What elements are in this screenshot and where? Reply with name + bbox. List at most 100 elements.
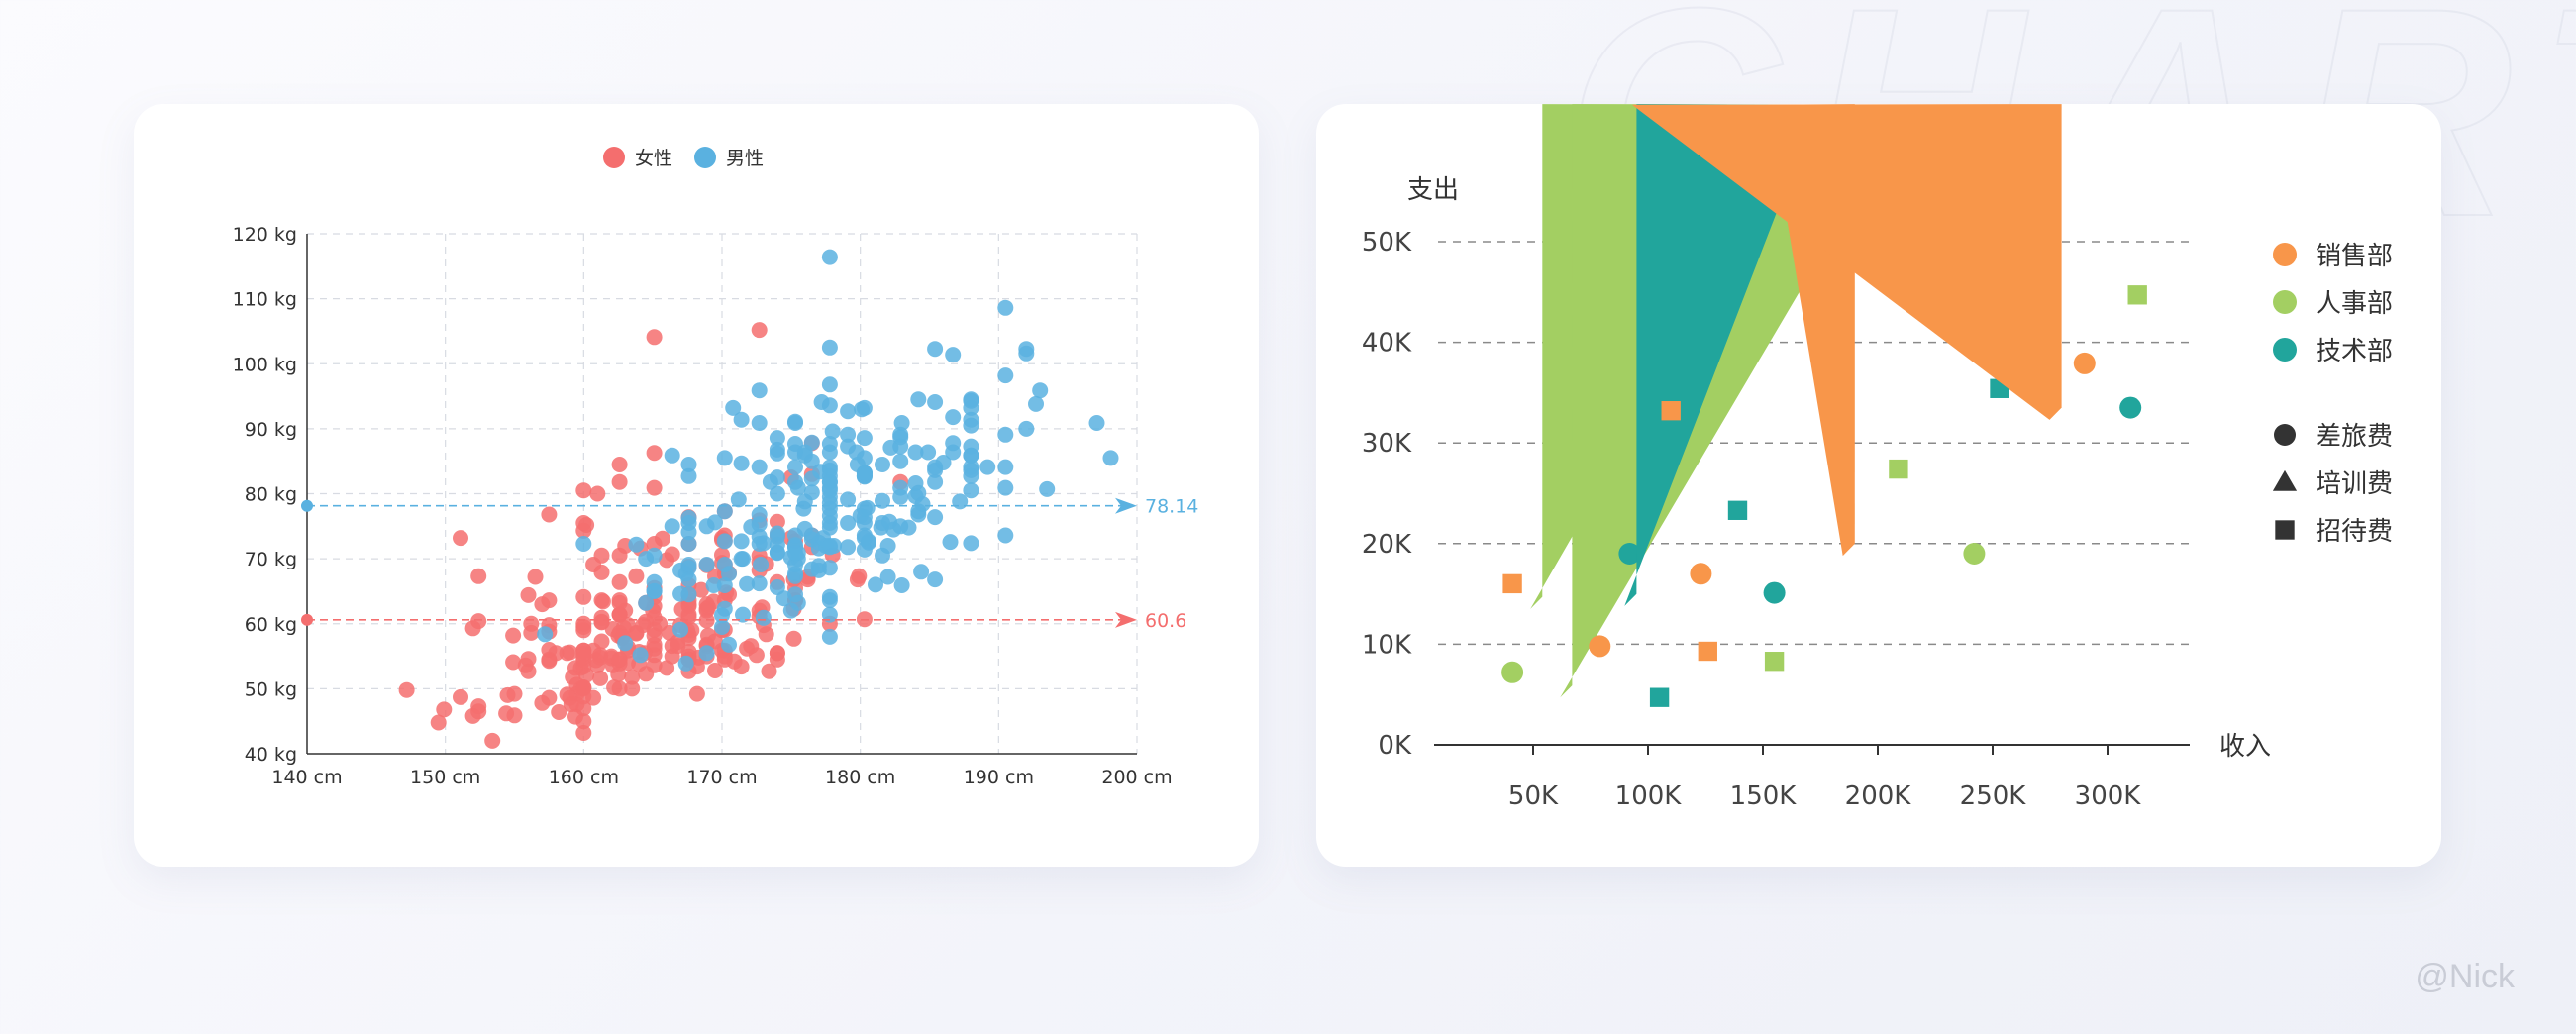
data-point xyxy=(927,394,944,410)
data-point xyxy=(484,732,501,749)
data-point xyxy=(769,441,785,458)
data-point xyxy=(856,430,873,447)
data-point xyxy=(646,547,663,564)
data-point xyxy=(910,484,927,501)
data-point xyxy=(1589,635,1611,658)
data-point xyxy=(664,447,680,464)
data-point xyxy=(1501,661,1524,683)
data-point xyxy=(769,513,785,530)
data-point xyxy=(672,621,689,638)
data-point xyxy=(541,651,558,668)
data-point xyxy=(688,685,705,702)
data-point xyxy=(2127,285,2147,305)
data-point xyxy=(787,586,803,603)
legend-marker xyxy=(2275,520,2295,540)
data-point xyxy=(1889,459,1908,479)
data-point xyxy=(840,539,857,556)
x-tick-label: 160 cm xyxy=(549,767,619,788)
data-point xyxy=(470,698,487,715)
data-point xyxy=(821,249,838,265)
data-point xyxy=(680,509,697,526)
data-point xyxy=(963,482,979,499)
data-point xyxy=(559,686,575,703)
data-point xyxy=(907,444,924,461)
data-point xyxy=(575,713,592,730)
legend-marker xyxy=(2273,290,2297,314)
data-point xyxy=(1698,641,1717,662)
x-tick-label: 200K xyxy=(1845,781,1912,811)
y-tick-label: 50 kg xyxy=(245,678,297,700)
y-tick-label: 50K xyxy=(1362,228,1412,258)
data-point xyxy=(716,503,733,520)
data-point xyxy=(505,627,522,644)
data-point xyxy=(769,545,785,562)
data-point xyxy=(927,473,944,490)
data-point xyxy=(787,444,803,461)
data-point xyxy=(646,445,663,462)
data-point xyxy=(910,391,927,408)
mean-line-arrow xyxy=(1115,497,1137,514)
data-point xyxy=(997,426,1014,443)
data-point xyxy=(436,701,453,718)
data-point xyxy=(716,600,733,617)
data-point xyxy=(735,606,751,623)
data-point xyxy=(632,647,649,664)
data-point xyxy=(693,581,709,598)
data-point xyxy=(787,545,803,562)
data-point xyxy=(664,546,680,563)
legend-label: 招待费 xyxy=(2316,517,2393,547)
y-tick-label: 90 kg xyxy=(245,419,297,441)
data-point xyxy=(892,438,909,455)
data-point xyxy=(646,573,663,590)
x-tick-label: 200 cm xyxy=(1101,767,1172,788)
data-point xyxy=(646,657,663,673)
data-point xyxy=(716,450,733,466)
data-point xyxy=(963,392,979,409)
data-point xyxy=(527,569,544,585)
data-point xyxy=(680,536,697,552)
y-tick-label: 40K xyxy=(1362,329,1412,359)
legend-marker xyxy=(694,147,716,168)
data-point xyxy=(725,399,742,416)
legend-label: 销售部 xyxy=(2316,242,2393,271)
x-tick-label: 140 cm xyxy=(271,767,342,788)
data-point xyxy=(856,465,873,481)
data-point xyxy=(751,459,768,475)
data-point xyxy=(2073,352,2096,374)
data-point xyxy=(803,453,820,469)
data-point xyxy=(856,515,873,531)
data-point xyxy=(470,568,487,584)
data-point xyxy=(821,538,838,554)
data-point xyxy=(920,444,937,461)
data-point xyxy=(787,413,803,430)
data-point xyxy=(892,518,909,535)
data-point xyxy=(751,322,768,339)
data-point xyxy=(593,547,610,564)
data-point xyxy=(753,557,770,572)
data-point xyxy=(927,341,944,358)
y-tick-label: 120 kg xyxy=(233,224,297,246)
data-point xyxy=(892,453,909,469)
data-point xyxy=(927,509,944,526)
y-tick-label: 20K xyxy=(1362,530,1412,560)
y-tick-label: 40 kg xyxy=(245,744,297,766)
data-point xyxy=(910,503,927,520)
data-point xyxy=(628,568,645,584)
data-point xyxy=(821,628,838,645)
legend-marker xyxy=(2273,243,2297,266)
data-point xyxy=(733,455,750,471)
data-point xyxy=(705,577,722,593)
data-point xyxy=(963,467,979,484)
data-point xyxy=(430,714,447,731)
data-point xyxy=(1727,500,1748,520)
data-point xyxy=(821,339,838,356)
data-point xyxy=(840,403,857,420)
x-tick-label: 180 cm xyxy=(825,767,895,788)
data-point xyxy=(714,619,730,635)
data-point xyxy=(739,575,756,592)
data-point xyxy=(787,557,803,572)
data-point xyxy=(1631,104,2062,420)
x-tick-label: 190 cm xyxy=(964,767,1034,788)
data-point xyxy=(611,680,628,697)
data-point xyxy=(1690,563,1712,585)
